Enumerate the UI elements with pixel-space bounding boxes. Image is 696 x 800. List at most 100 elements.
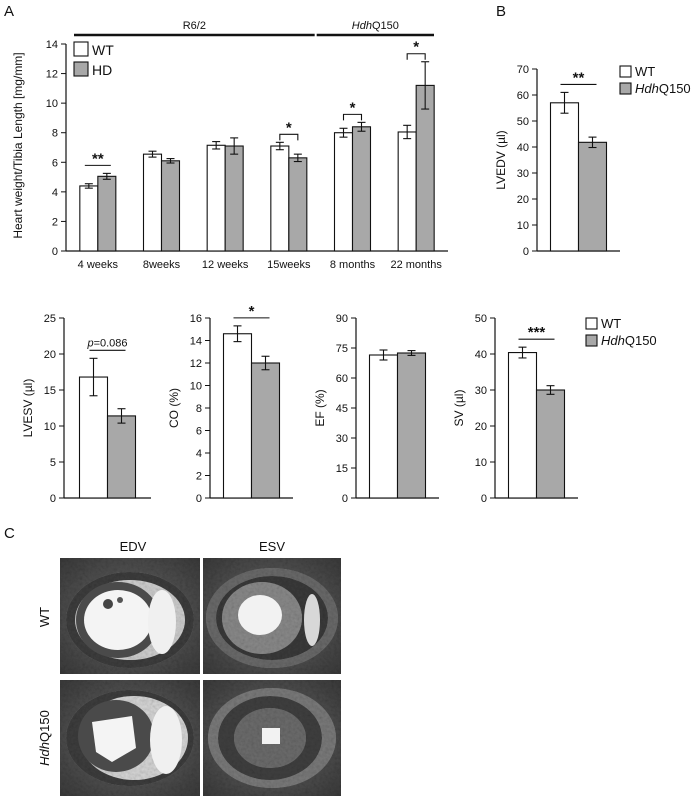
chart-ef: 0 15 30 45 60 75 90 EF (%) xyxy=(313,313,439,505)
lvesv-ytick-label: 25 xyxy=(44,313,56,325)
panelA-group-label-part-0: R6/2 xyxy=(183,20,206,32)
panelB-ytick-label: 30 xyxy=(517,168,529,180)
panelA-sig-bracket xyxy=(279,133,299,141)
panel-letter-b: B xyxy=(496,3,506,20)
panelB-ytick-label: 50 xyxy=(517,116,529,128)
panelA-sig-bracket xyxy=(406,53,426,60)
sv-bar-wt xyxy=(507,352,538,499)
co-y-axis-label: CO (%) xyxy=(167,388,181,428)
chart-lvesv: 0 5 10 15 20 25 LVESV (µl) p=0.086 xyxy=(21,313,151,505)
panelA-legend-label: WT xyxy=(92,42,114,58)
mri-image-wt-edv xyxy=(60,558,200,674)
ef-ytick-label: 0 xyxy=(342,493,348,505)
mri-image-hdhq150-edv xyxy=(60,680,200,796)
panelA-y-axis-label: Heart weight/Tibia Length [mg/mm] xyxy=(11,52,25,238)
panelA-ytick-label: 10 xyxy=(46,98,58,110)
lvesv-sig-label-p: p xyxy=(86,337,93,349)
panelA-bar-hd xyxy=(288,157,308,252)
panelA-category-label: 22 months xyxy=(390,259,442,271)
lvesv-sig-label-rest: =0.086 xyxy=(94,337,128,349)
panelA-group-label-part-1: Q150 xyxy=(372,20,399,32)
panelA-ytick-label: 0 xyxy=(52,246,58,258)
co-ytick-label: 16 xyxy=(190,313,202,325)
panelA-legend-label-part: WT xyxy=(92,42,114,58)
sv-bar-hdhq150 xyxy=(535,389,566,499)
mri-column-label-edv: EDV xyxy=(120,539,147,554)
chart-co: 0 2 4 6 8 10 12 14 16 CO (%) * xyxy=(167,303,293,505)
chart-panelA: 0 2 4 6 8 10 12 14 Heart weight/Tibia Length [mg… xyxy=(11,20,448,271)
lvesv-ytick-label: 20 xyxy=(44,349,56,361)
panelA-legend-label: HD xyxy=(92,62,112,78)
charts: 0 2 4 6 8 10 12 14 Heart weight/Tibia Length [mg… xyxy=(11,20,691,505)
panelB-legend-label-part: WT xyxy=(635,64,655,79)
ef-ytick-label: 90 xyxy=(336,313,348,325)
mri-row-label-hdhq150: HdhQ150 xyxy=(37,710,52,766)
panelA-legend-label-part: HD xyxy=(92,62,112,78)
panelB-ytick-label: 60 xyxy=(517,90,529,102)
panelA-sig-label: * xyxy=(413,39,419,56)
sv-legend-swatch xyxy=(585,317,598,330)
mri-row-label-wt: WT xyxy=(37,607,52,627)
sv-legend-label: WT xyxy=(601,316,621,331)
sv-sig-label: *** xyxy=(528,324,546,341)
panelA-bar-wt xyxy=(397,131,417,252)
panelB-legend-swatch xyxy=(619,82,632,95)
ef-ytick-label: 15 xyxy=(336,463,348,475)
panelA-ytick-label: 4 xyxy=(52,187,58,199)
ef-ytick-label: 45 xyxy=(336,403,348,415)
lvesv-ytick-label: 0 xyxy=(50,493,56,505)
ef-ytick-label: 60 xyxy=(336,373,348,385)
panelB-legend-label-part: Q150 xyxy=(659,81,691,96)
panelA-legend-swatch xyxy=(73,41,89,57)
panelB-bar-wt xyxy=(549,102,580,252)
co-ytick-label: 0 xyxy=(196,493,202,505)
panelA-category-label: 8 months xyxy=(330,259,376,271)
panelA-group-label: R6/2 xyxy=(183,20,206,32)
lvesv-bar-hdhq150 xyxy=(106,415,137,499)
panelA-ytick-label: 8 xyxy=(52,128,58,140)
sv-ytick-label: 20 xyxy=(475,421,487,433)
panelA-bar-hd xyxy=(415,84,435,252)
lvesv-y-axis-label: LVESV (µl) xyxy=(21,379,35,438)
mriRow1-part-0: Hdh xyxy=(37,742,52,766)
panelA-sig-label: ** xyxy=(92,150,104,167)
co-ytick-label: 8 xyxy=(196,403,202,415)
sv-ytick-label: 10 xyxy=(475,457,487,469)
co-ytick-label: 12 xyxy=(190,358,202,370)
panelB-ytick-label: 20 xyxy=(517,194,529,206)
sv-ytick-label: 30 xyxy=(475,385,487,397)
panelA-bar-wt xyxy=(79,185,99,252)
panelA-bar-hd xyxy=(224,145,244,252)
mri-column-label-esv: ESV xyxy=(259,539,285,554)
panelA-category-label: 12 weeks xyxy=(202,259,249,271)
co-ytick-label: 10 xyxy=(190,381,202,393)
sv-y-axis-label: SV (µl) xyxy=(452,390,466,427)
co-ytick-label: 4 xyxy=(196,448,202,460)
mri-image-wt-esv xyxy=(203,558,341,674)
panelA-ytick-label: 12 xyxy=(46,69,58,81)
lvesv-ytick-label: 5 xyxy=(50,457,56,469)
panelB-legend-label-part: Hdh xyxy=(635,81,659,96)
panel-letter-c: C xyxy=(4,525,15,542)
co-bar-hdhq150 xyxy=(250,362,281,499)
chart-sv: 0 10 20 30 40 50 SV (µl) *** WT HdhQ150 xyxy=(452,313,657,505)
panelA-ytick-label: 2 xyxy=(52,216,58,228)
mri-panel: EDV ESV WT HdhQ150 xyxy=(37,539,341,796)
panelB-ytick-label: 10 xyxy=(517,220,529,232)
panelA-category-label: 15weeks xyxy=(267,259,311,271)
panelA-bar-hd xyxy=(160,160,181,252)
ef-bar-wt xyxy=(368,354,399,499)
panelB-ytick-label: 0 xyxy=(523,246,529,258)
panelB-legend-label: HdhQ150 xyxy=(635,81,691,96)
panelB-bar-hdhq150 xyxy=(577,141,608,252)
co-ytick-label: 2 xyxy=(196,471,202,483)
co-sig-label: * xyxy=(249,303,255,320)
lvesv-sig-label: p=0.086 xyxy=(86,337,127,349)
panelA-bar-wt xyxy=(333,132,354,252)
sv-legend-label-part: Q150 xyxy=(625,333,657,348)
sv-legend-label: HdhQ150 xyxy=(601,333,657,348)
co-ytick-label: 6 xyxy=(196,426,202,438)
panelA-legend-swatch xyxy=(73,61,89,77)
mriRow0-part-0: WT xyxy=(37,607,52,627)
